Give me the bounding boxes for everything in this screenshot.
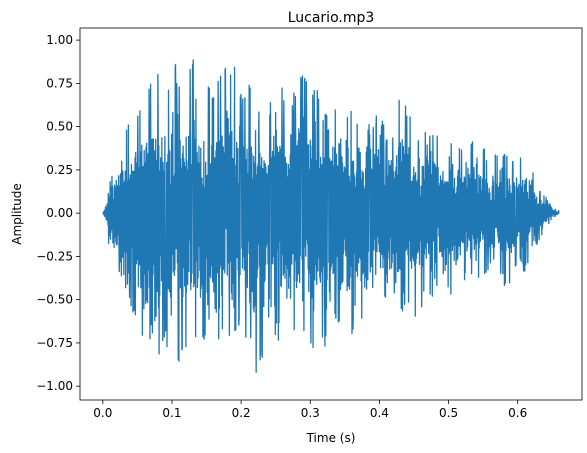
y-axis: −1.00 −0.75 −0.50 −0.25 0.00 0.25 0.50 0.75 1.00 (36, 33, 80, 393)
x-tick-label: 0.2 (232, 406, 251, 420)
waveform-line (102, 59, 560, 373)
x-axis-label: Time (s) (306, 431, 356, 445)
y-tick-label: 0.50 (46, 120, 73, 134)
x-axis: 0.0 0.1 0.2 0.3 0.4 0.5 0.6 (93, 400, 527, 420)
y-tick-label: −0.25 (36, 249, 73, 263)
y-tick-label: −0.50 (36, 293, 73, 307)
x-tick-label: 0.6 (508, 406, 527, 420)
y-axis-label: Amplitude (10, 183, 24, 245)
y-tick-label: 0.75 (46, 76, 73, 90)
chart-title: Lucario.mp3 (288, 10, 375, 26)
x-tick-label: 0.1 (162, 406, 181, 420)
x-tick-label: 0.5 (439, 406, 458, 420)
y-tick-label: −0.75 (36, 336, 73, 350)
y-tick-label: 1.00 (46, 33, 73, 47)
plot-area (102, 59, 560, 373)
x-tick-label: 0.3 (301, 406, 320, 420)
y-tick-label: 0.25 (46, 163, 73, 177)
x-tick-label: 0.4 (370, 406, 389, 420)
axes-frame (79, 27, 583, 401)
y-tick-label: −1.00 (36, 379, 73, 393)
x-tick-label: 0.0 (93, 406, 112, 420)
y-tick-label: 0.00 (46, 206, 73, 220)
